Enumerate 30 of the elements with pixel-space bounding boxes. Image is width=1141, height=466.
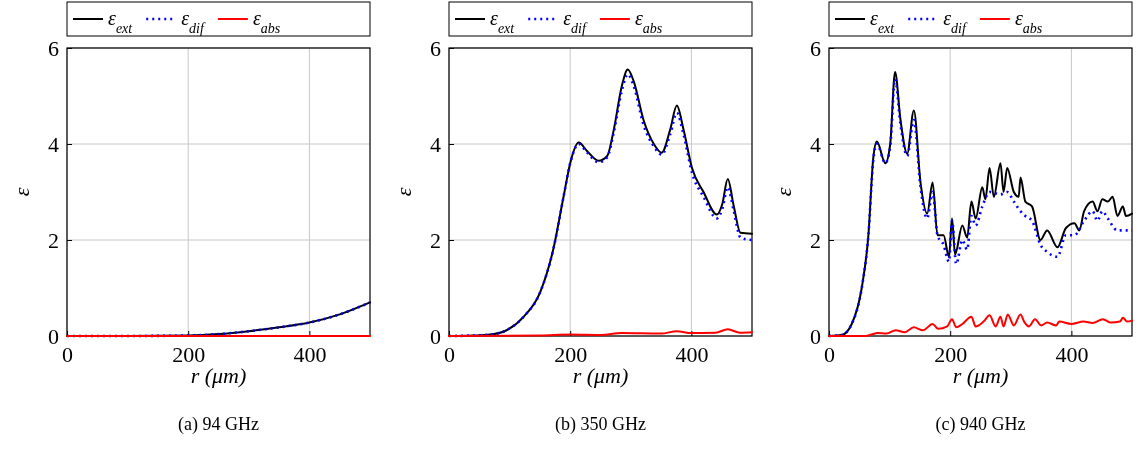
- y-axis-title: ε: [391, 187, 416, 197]
- x-tick-label: 400: [675, 341, 709, 367]
- x-tick-label: 400: [1055, 341, 1089, 367]
- legend-label: ε$_{dif}$: [181, 7, 206, 36]
- y-tick-label: 4: [810, 131, 821, 157]
- legend-label: ε$_{dif}$: [563, 7, 588, 36]
- y-tick-label: 2: [430, 227, 441, 253]
- y-tick-label: 4: [430, 131, 441, 157]
- legend-label: ε$_{ext}$: [870, 7, 896, 36]
- y-tick-label: 0: [810, 323, 821, 349]
- text: (a) 94 GHz: [178, 414, 259, 435]
- text: (c) 940 GHz: [935, 414, 1026, 435]
- legend-label: ε$_{abs}$: [252, 7, 281, 36]
- y-tick-label: 0: [48, 323, 59, 349]
- legend-label: ε$_{abs}$: [634, 7, 663, 36]
- y-axis-title: ε: [771, 187, 796, 197]
- y-tick-label: 2: [48, 227, 59, 253]
- legend-label: ε$_{ext}$: [108, 7, 134, 36]
- y-tick-label: 0: [430, 323, 441, 349]
- legend-label: ε$_{ext}$: [490, 7, 516, 36]
- legend-label: ε$_{dif}$: [943, 7, 968, 36]
- legend-label: ε$_{abs}$: [1014, 7, 1043, 36]
- x-tick-label: 400: [293, 341, 327, 367]
- y-tick-label: 6: [430, 35, 441, 61]
- y-tick-label: 6: [810, 35, 821, 61]
- y-tick-label: 6: [48, 35, 59, 61]
- y-tick-label: 2: [810, 227, 821, 253]
- text: (b) 350 GHz: [555, 414, 646, 435]
- y-axis-title: ε: [9, 187, 34, 197]
- y-tick-label: 4: [48, 131, 59, 157]
